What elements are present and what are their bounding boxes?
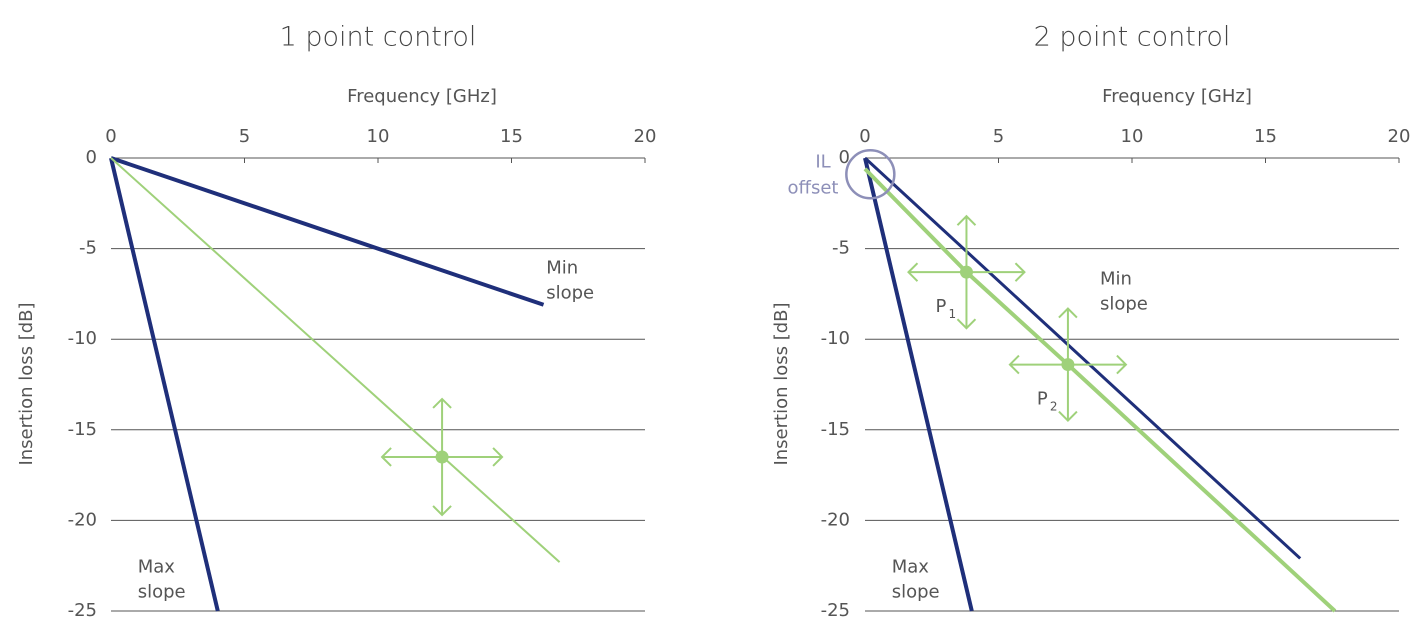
arrowhead-left xyxy=(380,447,392,467)
y-tick-label: -15 xyxy=(821,419,850,440)
arrowhead-down xyxy=(956,318,977,330)
arrowhead-right xyxy=(1014,262,1026,282)
y-axis-title: Insertion loss [dB] xyxy=(16,302,37,465)
il-offset-line-2: offset xyxy=(788,177,839,198)
x-tick-label: 10 xyxy=(367,126,390,147)
series-line-min xyxy=(863,156,1302,560)
arrowhead-down xyxy=(432,505,452,517)
y-tick-label: -10 xyxy=(68,328,97,349)
x-tick-label: 20 xyxy=(634,126,657,147)
annotation-text: Min xyxy=(546,258,578,279)
x-tick-label: 15 xyxy=(1254,126,1277,147)
y-tick-label: -5 xyxy=(832,238,850,259)
il-offset-label: IL offset xyxy=(788,151,839,198)
annotation-text: slope xyxy=(546,283,594,304)
arrowhead-up xyxy=(432,397,452,409)
annotation-text: slope xyxy=(892,582,940,603)
control-point-label: P xyxy=(935,296,946,317)
chart-panel-2: 2 point control Frequency [GHz] Insertion … xyxy=(771,22,1410,622)
annotation-text: Max xyxy=(892,557,930,578)
y-tick-label: -25 xyxy=(68,600,97,621)
arrowhead-down xyxy=(1058,410,1078,422)
chart-title: 2 point control xyxy=(1034,22,1231,53)
annotation-text: Max xyxy=(138,557,176,578)
arrowhead-right xyxy=(492,447,504,467)
x-tick-label: 10 xyxy=(1121,126,1144,147)
x-tick-label: 5 xyxy=(993,126,1004,147)
arrowhead-left xyxy=(1008,354,1020,375)
x-tick-label: 5 xyxy=(239,126,250,147)
x-axis-title: Frequency [GHz] xyxy=(1102,86,1252,107)
x-tick-label: 15 xyxy=(500,126,523,147)
series-line-max xyxy=(109,157,220,612)
y-tick-label: -15 xyxy=(68,419,97,440)
control-point-label: P xyxy=(1037,389,1048,410)
y-tick-label: -10 xyxy=(821,328,850,349)
chart-panel-1: 1 point control Frequency [GHz] Insertion … xyxy=(16,22,656,622)
x-axis-title: Frequency [GHz] xyxy=(347,86,497,107)
control-point-subscript: 1 xyxy=(948,307,956,321)
x-tick-label: 0 xyxy=(105,126,116,147)
annotation-text: slope xyxy=(138,582,186,603)
y-tick-label: 0 xyxy=(839,147,850,168)
control-point-dot[interactable] xyxy=(1061,358,1075,372)
y-tick-label: -5 xyxy=(79,238,97,259)
y-tick-label: -25 xyxy=(821,600,850,621)
series-line-max xyxy=(863,157,974,612)
control-point-dot[interactable] xyxy=(959,265,973,279)
x-tick-label: 20 xyxy=(1388,126,1411,147)
arrowhead-left xyxy=(907,262,919,282)
chart-title: 1 point control xyxy=(280,22,477,53)
y-tick-label: -20 xyxy=(821,509,850,530)
annotation-text: slope xyxy=(1100,293,1148,314)
series-line-control xyxy=(110,157,561,563)
x-tick-label: 0 xyxy=(859,126,870,147)
y-axis-title: Insertion loss [dB] xyxy=(771,302,792,465)
y-tick-label: -20 xyxy=(68,509,97,530)
control-point-subscript: 2 xyxy=(1050,400,1058,414)
y-tick-label: 0 xyxy=(86,147,97,168)
arrowhead-up xyxy=(956,214,977,226)
annotation-text: Min xyxy=(1100,268,1132,289)
il-offset-circle xyxy=(845,149,896,200)
series-line-min xyxy=(110,156,545,307)
control-point-1[interactable] xyxy=(380,397,504,517)
il-offset-line-1: IL xyxy=(815,151,830,172)
arrowhead-up xyxy=(1058,307,1078,319)
control-point-dot[interactable] xyxy=(435,450,449,464)
series-line-control xyxy=(863,167,1337,613)
arrowhead-right xyxy=(1116,354,1128,375)
